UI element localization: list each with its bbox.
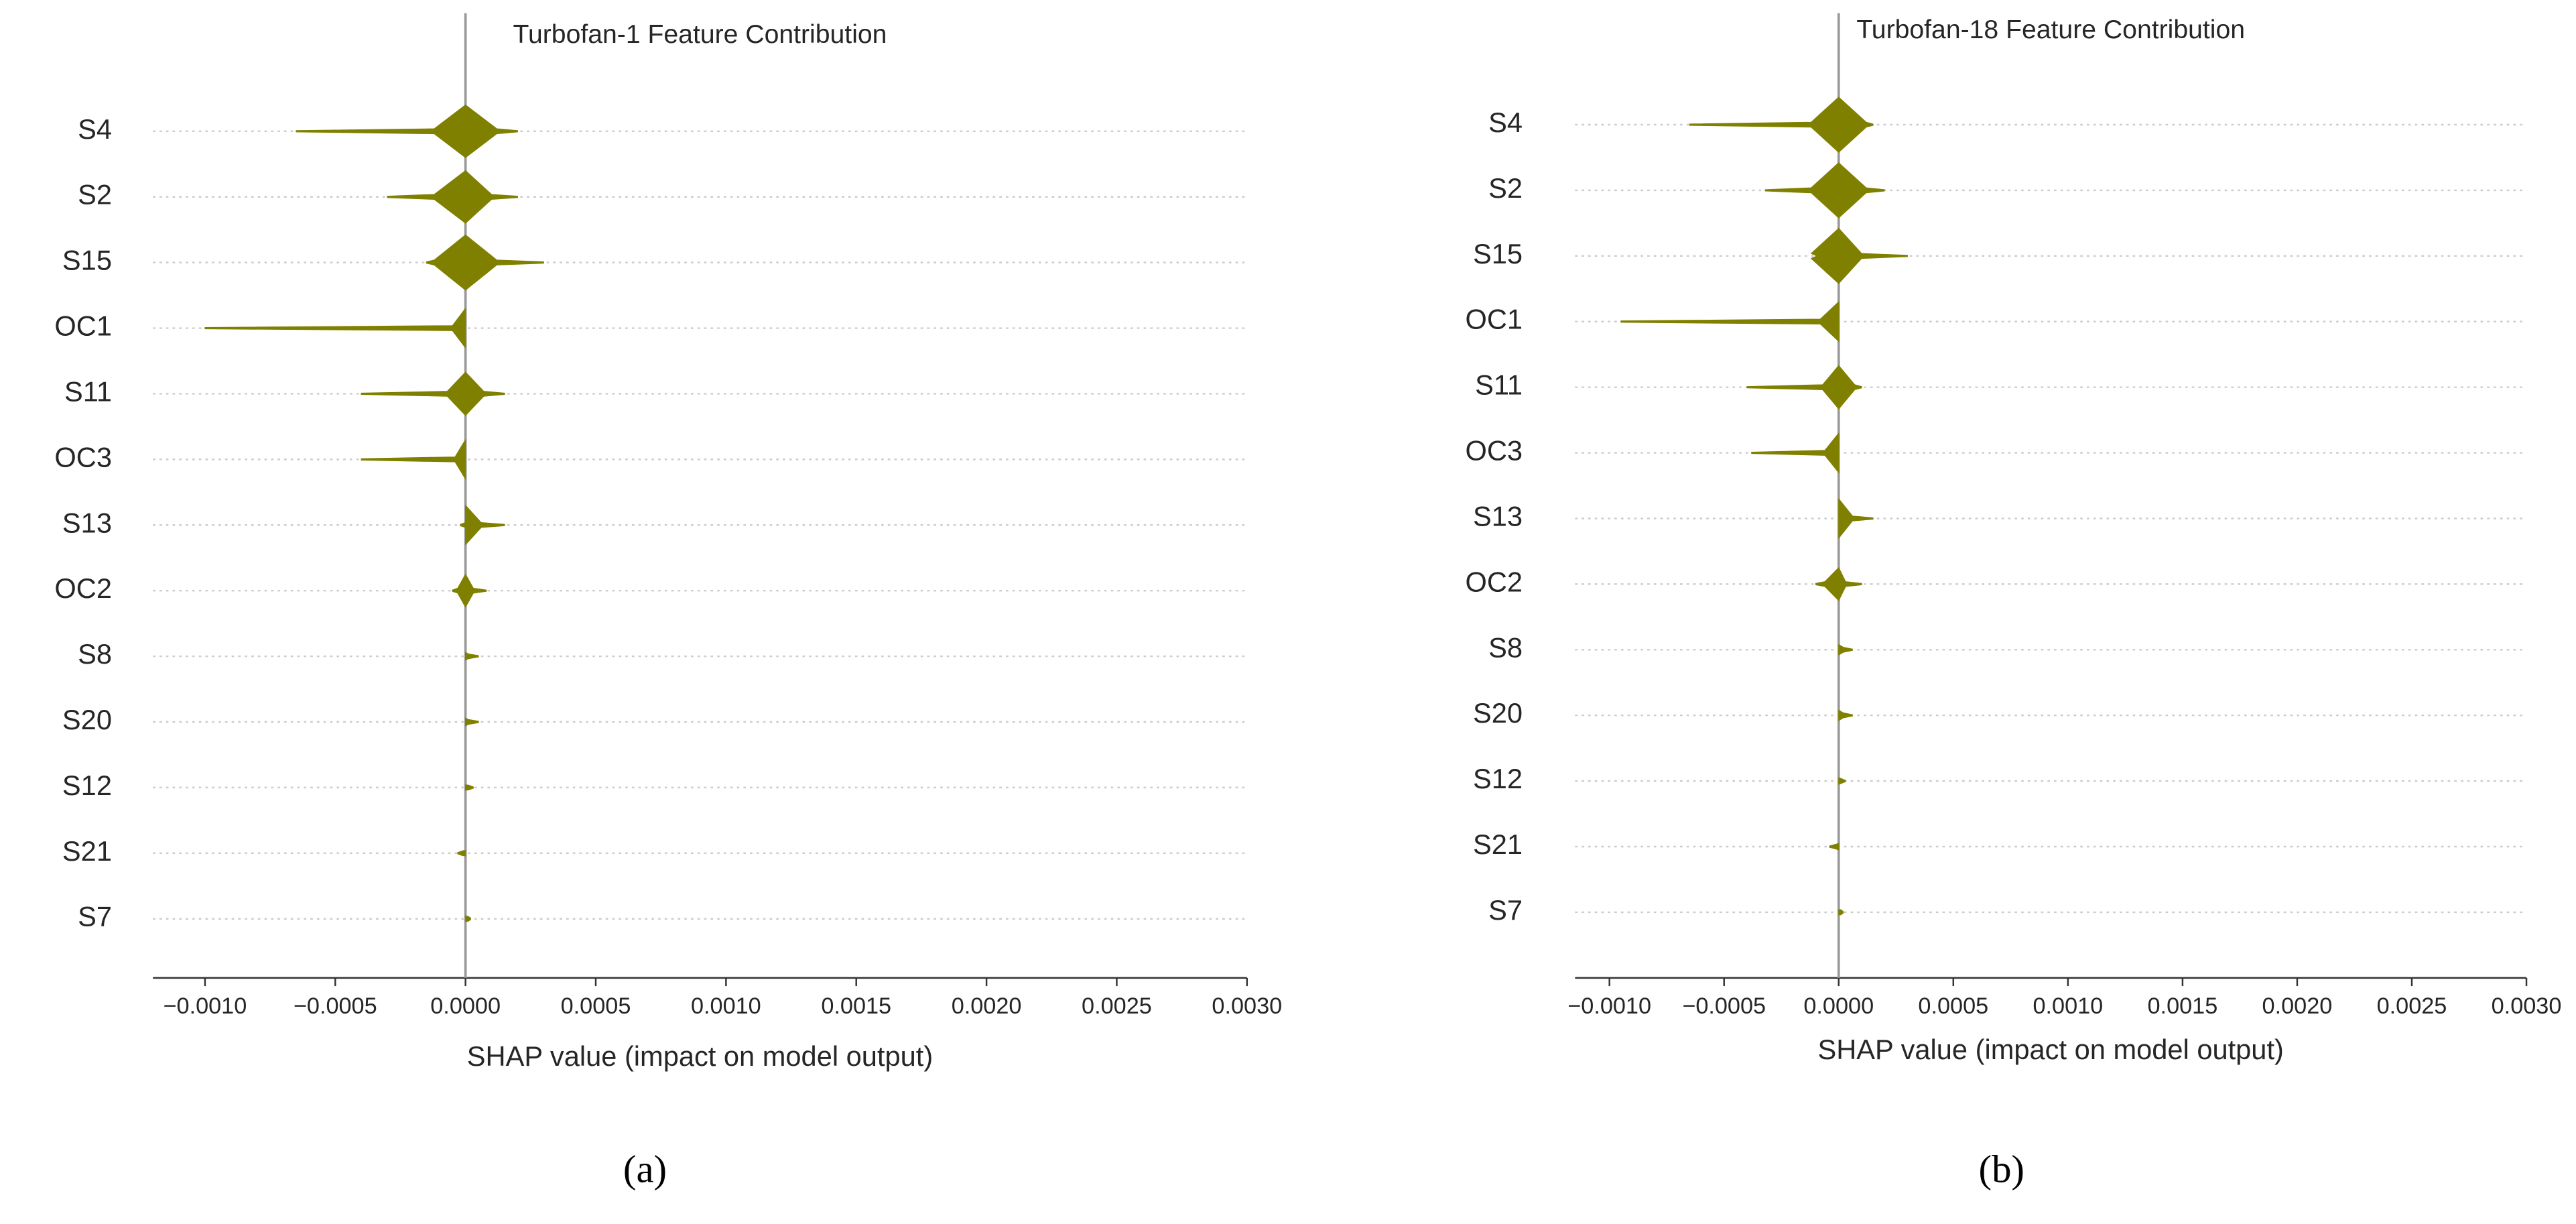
- x-tick-label: 0.0005: [1918, 993, 1988, 1019]
- violin: [1811, 228, 1908, 284]
- x-tick-label: 0.0000: [1803, 993, 1874, 1019]
- violin: [296, 105, 518, 158]
- category-label: S20: [62, 704, 112, 735]
- category-label: S7: [78, 901, 112, 932]
- category-label: S4: [78, 113, 112, 145]
- x-tick-label: 0.0010: [2033, 993, 2103, 1019]
- violin: [1838, 644, 1853, 656]
- category-label: S8: [78, 638, 112, 670]
- x-tick-label: 0.0025: [2377, 993, 2447, 1019]
- x-tick-label: 0.0020: [2262, 993, 2333, 1019]
- violin: [1815, 567, 1862, 601]
- violin: [1838, 709, 1853, 721]
- x-tick-label: −0.0010: [1567, 993, 1651, 1019]
- violin: [460, 505, 505, 546]
- x-tick-label: −0.0005: [294, 993, 377, 1019]
- x-tick-label: 0.0030: [1212, 993, 1282, 1019]
- category-label: S8: [1488, 631, 1523, 663]
- chart-title: Turbofan-1 Feature Contribution: [513, 20, 887, 49]
- violin: [1746, 365, 1862, 410]
- category-label: S4: [1488, 107, 1523, 138]
- violin: [1620, 301, 1840, 342]
- panel-label: (b): [1979, 1148, 2025, 1191]
- category-label: S2: [1488, 172, 1523, 204]
- violin: [361, 371, 505, 416]
- category-label: OC1: [1465, 304, 1523, 335]
- panel-label: (a): [623, 1148, 667, 1191]
- x-tick-label: 0.0005: [561, 993, 631, 1019]
- violin: [1689, 97, 1874, 153]
- violin: [452, 574, 487, 608]
- category-label: S12: [62, 770, 112, 801]
- category-label: S15: [62, 245, 112, 276]
- violin: [1764, 162, 1885, 219]
- violin: [1838, 777, 1846, 785]
- category-label: S20: [1473, 697, 1523, 729]
- category-label: OC3: [1465, 435, 1523, 467]
- violin: [1838, 498, 1874, 539]
- category-label: OC2: [54, 572, 112, 604]
- x-tick-label: 0.0010: [691, 993, 761, 1019]
- category-label: S13: [62, 507, 112, 538]
- violin: [1829, 843, 1840, 851]
- violin: [465, 717, 479, 727]
- x-tick-label: 0.0020: [952, 993, 1022, 1019]
- category-label: S11: [64, 375, 112, 407]
- violin: [361, 439, 466, 480]
- x-tick-label: −0.0005: [1682, 993, 1766, 1019]
- x-tick-label: 0.0000: [430, 993, 501, 1019]
- x-tick-label: 0.0015: [2148, 993, 2218, 1019]
- category-label: S12: [1473, 763, 1523, 794]
- category-label: S11: [1475, 369, 1523, 401]
- x-axis-label: SHAP value (impact on model output): [1817, 1034, 2283, 1065]
- x-tick-label: 0.0025: [1082, 993, 1152, 1019]
- category-label: S21: [1473, 829, 1523, 860]
- category-label: S21: [62, 835, 112, 867]
- violin: [465, 784, 474, 791]
- chart-title: Turbofan-18 Feature Contribution: [1856, 15, 2245, 44]
- violin: [1751, 432, 1840, 473]
- category-label: S2: [78, 179, 112, 210]
- category-label: S15: [1473, 238, 1523, 269]
- x-tick-label: −0.0010: [164, 993, 247, 1019]
- violin: [465, 652, 479, 661]
- x-axis-label: SHAP value (impact on model output): [467, 1040, 933, 1072]
- x-tick-label: 0.0015: [821, 993, 891, 1019]
- violin: [426, 234, 544, 291]
- violin: [1838, 909, 1844, 916]
- category-label: OC3: [54, 441, 112, 473]
- violin: [387, 170, 518, 224]
- violin: [457, 850, 466, 857]
- category-label: S7: [1488, 894, 1523, 926]
- violin: [204, 308, 466, 349]
- category-label: S13: [1473, 500, 1523, 532]
- category-label: OC2: [1465, 566, 1523, 597]
- violin: [465, 916, 472, 922]
- category-label: OC1: [54, 310, 112, 342]
- x-tick-label: 0.0030: [2492, 993, 2562, 1019]
